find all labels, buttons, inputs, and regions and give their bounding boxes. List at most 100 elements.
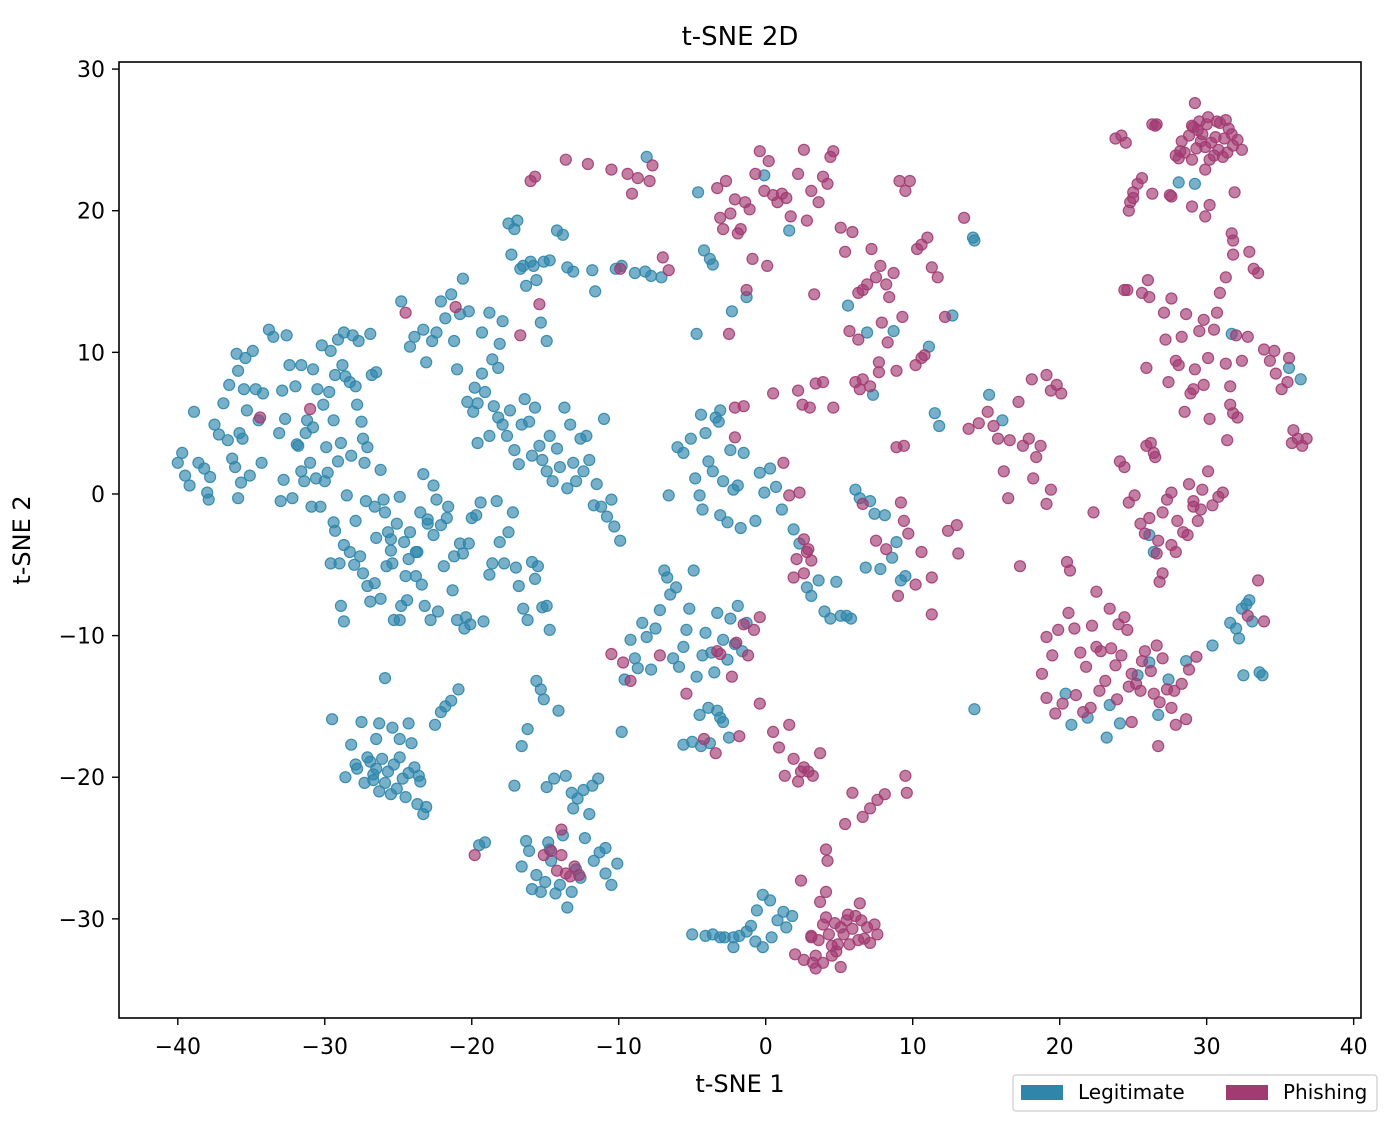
point-phishing-146 (962, 422, 975, 435)
point-phishing-195 (1190, 650, 1203, 663)
point-legitimate-85 (430, 493, 443, 506)
point-phishing-339 (1122, 204, 1135, 217)
point-phishing-257 (1269, 367, 1282, 380)
point-legitimate-255 (327, 414, 340, 427)
point-phishing-18 (662, 264, 675, 277)
point-legitimate-40 (298, 475, 311, 488)
point-legitimate-203 (461, 395, 474, 408)
point-phishing-59 (869, 271, 883, 284)
point-phishing-45 (821, 177, 834, 190)
point-phishing-384 (819, 911, 833, 924)
point-legitimate-445 (780, 921, 793, 934)
point-phishing-409 (797, 953, 811, 967)
point-phishing-256 (1263, 354, 1277, 367)
point-legitimate-174 (492, 361, 505, 374)
point-legitimate-78 (403, 526, 417, 539)
point-legitimate-291 (412, 769, 425, 782)
point-phishing-426 (555, 823, 568, 836)
point-legitimate-63 (358, 456, 371, 469)
point-legitimate-297 (452, 683, 465, 696)
point-legitimate-354 (649, 622, 662, 635)
point-legitimate-138 (356, 567, 370, 580)
point-phishing-347 (680, 687, 693, 700)
point-legitimate-243 (614, 534, 627, 547)
point-legitimate-153 (395, 295, 408, 308)
point-phishing-3 (449, 300, 462, 314)
point-legitimate-104 (506, 506, 520, 519)
point-legitimate-233 (577, 465, 590, 478)
point-legitimate-21 (237, 383, 250, 396)
point-phishing-120 (941, 524, 955, 537)
point-phishing-410 (834, 960, 847, 974)
point-phishing-16 (646, 159, 659, 172)
point-phishing-248 (1219, 271, 1232, 284)
point-phishing-412 (816, 956, 830, 969)
point-legitimate-503 (1256, 669, 1269, 682)
point-legitimate-173 (486, 353, 499, 366)
point-legitimate-470 (899, 569, 912, 583)
y-axis-label: t-SNE 2 (8, 495, 36, 584)
point-legitimate-415 (694, 408, 708, 421)
point-legitimate-304 (478, 836, 492, 849)
point-legitimate-329 (515, 739, 528, 753)
point-phishing-188 (1093, 684, 1106, 697)
point-phishing-51 (808, 288, 821, 301)
point-phishing-184 (1056, 697, 1069, 710)
point-legitimate-219 (528, 401, 542, 414)
point-phishing-142 (1025, 373, 1038, 386)
point-legitimate-77 (399, 569, 412, 583)
point-phishing-250 (1229, 329, 1243, 342)
point-phishing-171 (1169, 718, 1182, 731)
point-legitimate-283 (355, 715, 368, 729)
point-legitimate-446 (786, 909, 799, 923)
point-phishing-373 (863, 802, 877, 815)
point-phishing-192 (1152, 739, 1165, 753)
point-phishing-149 (1063, 564, 1077, 577)
y-tick-label-1: −20 (59, 766, 105, 791)
point-legitimate-330 (521, 722, 534, 736)
point-legitimate-131 (421, 513, 434, 526)
point-legitimate-190 (543, 254, 556, 267)
point-legitimate-245 (234, 476, 248, 489)
point-phishing-100 (890, 441, 903, 454)
point-legitimate-309 (530, 868, 543, 882)
point-legitimate-337 (559, 769, 572, 782)
point-legitimate-39 (295, 359, 308, 372)
point-legitimate-300 (358, 776, 371, 790)
point-phishing-278 (1159, 333, 1172, 346)
point-legitimate-100 (490, 495, 503, 508)
point-phishing-415 (805, 931, 818, 944)
point-legitimate-248 (279, 412, 292, 425)
point-legitimate-326 (605, 878, 618, 892)
point-legitimate-412 (763, 462, 777, 475)
point-legitimate-290 (402, 717, 415, 730)
point-legitimate-455 (824, 612, 837, 625)
point-phishing-112 (869, 534, 883, 547)
point-phishing-92 (827, 401, 840, 414)
point-legitimate-211 (500, 429, 514, 442)
point-phishing-227 (1149, 451, 1162, 464)
point-phishing-135 (1034, 439, 1047, 452)
point-phishing-216 (1182, 478, 1196, 491)
point-legitimate-148 (442, 500, 455, 513)
point-legitimate-289 (393, 732, 406, 746)
point-legitimate-16 (229, 461, 242, 474)
point-legitimate-471 (841, 299, 855, 312)
point-phishing-53 (838, 245, 852, 258)
point-legitimate-315 (553, 878, 567, 892)
point-legitimate-367 (693, 708, 706, 722)
point-phishing-31 (753, 145, 766, 158)
point-phishing-284 (1140, 361, 1153, 374)
point-legitimate-129 (409, 569, 422, 583)
point-phishing-287 (1119, 136, 1132, 149)
point-legitimate-318 (565, 885, 578, 899)
point-legitimate-1 (176, 446, 189, 459)
point-legitimate-254 (323, 385, 336, 399)
point-phishing-152 (1074, 646, 1087, 659)
point-legitimate-147 (431, 605, 445, 618)
point-legitimate-444 (765, 931, 778, 944)
y-tick-label-6: 30 (77, 58, 105, 83)
point-legitimate-231 (569, 475, 583, 488)
point-phishing-136 (1040, 368, 1053, 382)
scatter-points (171, 96, 1313, 975)
